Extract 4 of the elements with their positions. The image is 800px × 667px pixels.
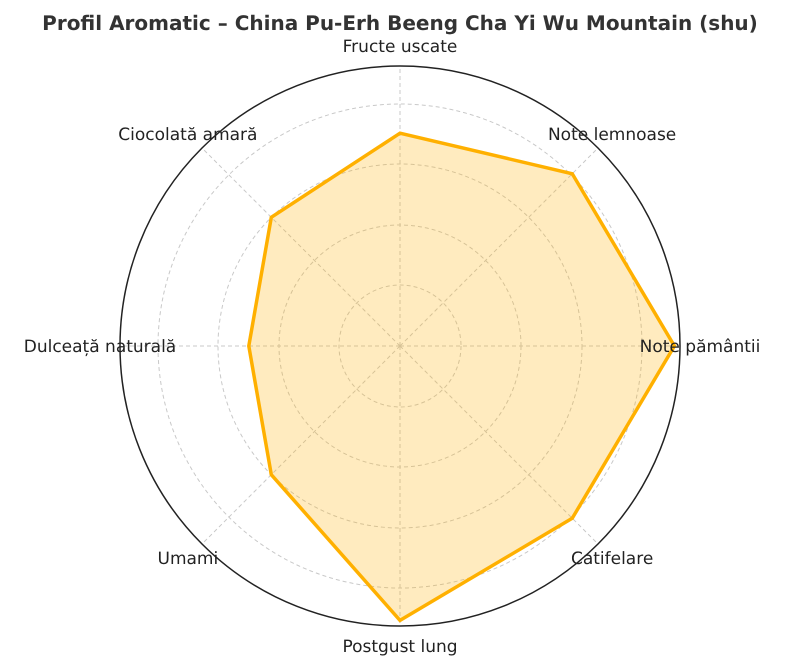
spoke-label: Umami xyxy=(158,549,218,570)
chart-title: Profil Aromatic – China Pu-Erh Beeng Cha Yi Wu Mountain (shu) xyxy=(42,11,758,35)
spoke-label: Postgust lung xyxy=(342,637,458,657)
spoke-label: Fructe uscate xyxy=(342,37,458,57)
